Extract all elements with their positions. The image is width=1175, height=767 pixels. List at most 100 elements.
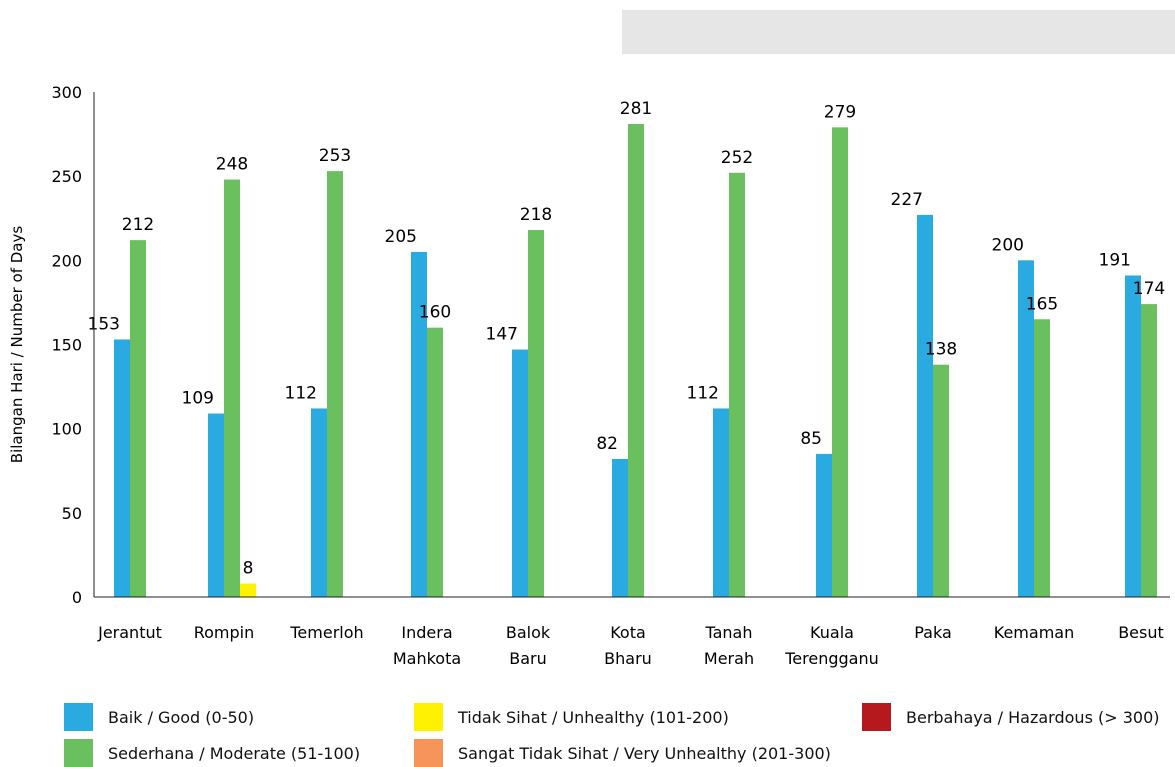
x-axis-categories: Jerantut Rompin Temerloh Indera Mahkota Balok… bbox=[97, 623, 1164, 668]
bar-good bbox=[411, 251, 427, 597]
data-label: 252 bbox=[721, 148, 753, 168]
top-banner-placeholder bbox=[622, 10, 1175, 54]
bar-moderate bbox=[832, 127, 848, 597]
x-category-label: Indera Mahkota bbox=[393, 623, 461, 668]
bar-good bbox=[311, 408, 327, 597]
data-label: 200 bbox=[992, 235, 1024, 255]
bar-moderate bbox=[224, 179, 240, 598]
bar-good bbox=[1125, 275, 1141, 597]
data-label: 205 bbox=[385, 227, 417, 247]
x-category-label-line: Jerantut bbox=[97, 623, 162, 642]
bar-good bbox=[512, 349, 528, 597]
x-category-label: Kota Bharu bbox=[604, 623, 652, 668]
legend: Baik / Good (0-50) Sederhana / Moderate … bbox=[0, 690, 1175, 767]
x-category-label-line: Terengganu bbox=[784, 649, 879, 668]
x-category-label: Jerantut bbox=[97, 623, 162, 642]
bar-moderate bbox=[427, 327, 443, 597]
legend-label-hazardous: Berbahaya / Hazardous (> 300) bbox=[906, 707, 1160, 727]
data-label: 212 bbox=[122, 215, 154, 235]
y-tick-label: 100 bbox=[51, 420, 82, 439]
data-label: 82 bbox=[596, 434, 618, 454]
data-label: 109 bbox=[182, 389, 214, 409]
y-tick-label: 200 bbox=[51, 251, 82, 270]
y-tick-label: 0 bbox=[72, 588, 82, 607]
data-label: 112 bbox=[687, 383, 719, 403]
legend-swatch-very-unhealthy bbox=[414, 739, 443, 767]
x-category-label: Temerloh bbox=[289, 623, 363, 642]
x-category-label: Kuala Terengganu bbox=[784, 623, 879, 668]
bar-good bbox=[917, 214, 933, 597]
y-axis-label: Bilangan Hari / Number of Days bbox=[8, 226, 26, 464]
legend-label-unhealthy: Tidak Sihat / Unhealthy (101-200) bbox=[458, 707, 729, 727]
bar-unhealthy bbox=[240, 583, 256, 597]
x-category-label: Besut bbox=[1118, 623, 1164, 642]
data-label: 165 bbox=[1026, 294, 1058, 314]
x-category-label-line: Tanah bbox=[704, 623, 752, 642]
legend-swatch-good bbox=[64, 703, 93, 731]
bar-moderate bbox=[1141, 304, 1157, 597]
bar-moderate bbox=[933, 364, 949, 597]
x-category-label: Balok Baru bbox=[506, 623, 551, 668]
x-category-label-line: Balok bbox=[506, 623, 551, 642]
bar-good bbox=[612, 458, 628, 597]
legend-item-good: Baik / Good (0-50) bbox=[64, 703, 254, 731]
x-category-label-line: Bharu bbox=[604, 649, 652, 668]
bar-moderate bbox=[327, 171, 343, 597]
data-label: 138 bbox=[925, 340, 957, 360]
x-category-label-line: Temerloh bbox=[289, 623, 363, 642]
bar-chart: Bilangan Hari / Number of Days 0 50 100 150… bbox=[8, 83, 1170, 668]
x-category-label-line: Rompin bbox=[194, 623, 255, 642]
bar-moderate bbox=[729, 172, 745, 598]
legend-label-moderate: Sederhana / Moderate (51-100) bbox=[108, 743, 361, 763]
bar-moderate bbox=[628, 123, 644, 597]
data-label: 160 bbox=[419, 303, 451, 323]
x-category-label-line: Indera bbox=[401, 623, 452, 642]
data-label: 85 bbox=[800, 429, 822, 449]
bar-good bbox=[1018, 260, 1034, 597]
data-label: 281 bbox=[620, 99, 652, 119]
x-category-label-line: Merah bbox=[704, 649, 754, 668]
x-category-label-line: Kota bbox=[610, 623, 646, 642]
y-tick-label: 300 bbox=[51, 83, 82, 102]
x-category-label-line: Mahkota bbox=[393, 649, 461, 668]
bar-moderate bbox=[1034, 319, 1050, 597]
data-label: 248 bbox=[216, 155, 248, 175]
data-label: 227 bbox=[891, 190, 923, 210]
bar-good bbox=[114, 339, 130, 597]
data-label: 174 bbox=[1133, 279, 1165, 299]
bar-good bbox=[816, 453, 832, 597]
x-category-label: Tanah Merah bbox=[704, 623, 754, 668]
x-category-label-line: Besut bbox=[1118, 623, 1164, 642]
bar-good bbox=[713, 408, 729, 597]
data-label: 147 bbox=[486, 325, 518, 345]
x-category-label-line: Kuala bbox=[810, 623, 854, 642]
data-label: 253 bbox=[319, 146, 351, 166]
x-category-label-line: Kemaman bbox=[994, 623, 1074, 642]
y-tick-label: 50 bbox=[62, 504, 82, 523]
data-label: 153 bbox=[88, 314, 120, 334]
y-tick-label: 150 bbox=[51, 336, 82, 355]
x-category-label-line: Baru bbox=[509, 649, 547, 668]
x-category-label: Rompin bbox=[194, 623, 255, 642]
x-category-label-line: Paka bbox=[914, 623, 952, 642]
legend-swatch-unhealthy bbox=[414, 703, 443, 731]
data-label: 8 bbox=[243, 559, 254, 579]
legend-item-hazardous: Berbahaya / Hazardous (> 300) bbox=[862, 703, 1160, 731]
bar-moderate bbox=[130, 240, 146, 597]
legend-item-unhealthy: Tidak Sihat / Unhealthy (101-200) bbox=[414, 703, 729, 731]
axes bbox=[93, 92, 1170, 598]
bar-good bbox=[208, 413, 224, 597]
data-label: 112 bbox=[285, 383, 317, 403]
legend-item-moderate: Sederhana / Moderate (51-100) bbox=[64, 739, 360, 767]
y-axis-ticks: 0 50 100 150 200 250 300 bbox=[51, 83, 82, 607]
y-tick-label: 250 bbox=[51, 167, 82, 186]
y-axis-label-group: Bilangan Hari / Number of Days bbox=[8, 226, 26, 464]
data-label: 191 bbox=[1099, 250, 1131, 270]
x-category-label: Paka bbox=[914, 623, 952, 642]
legend-label-good: Baik / Good (0-50) bbox=[108, 707, 255, 727]
data-label: 279 bbox=[824, 102, 856, 122]
data-label: 218 bbox=[520, 205, 552, 225]
legend-swatch-hazardous bbox=[862, 703, 891, 731]
bar-moderate bbox=[528, 230, 544, 598]
bars bbox=[114, 123, 1157, 598]
